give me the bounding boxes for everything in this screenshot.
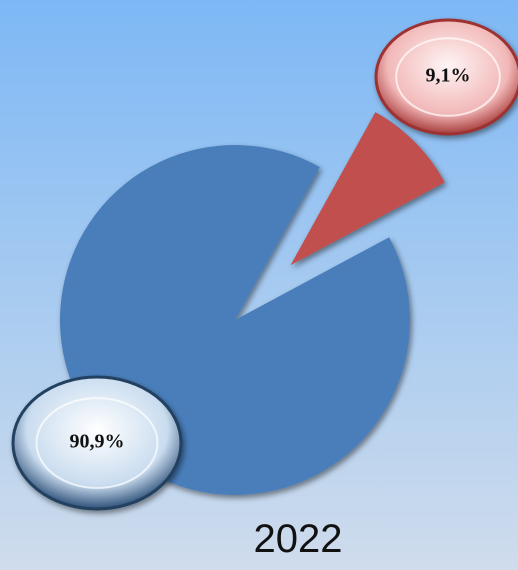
- label-bubble-inner: [35, 397, 159, 489]
- chart-title: 2022: [254, 517, 343, 561]
- pie-slice: [290, 112, 445, 266]
- data-label: 90,9%: [70, 431, 125, 453]
- data-label: 9,1%: [426, 65, 471, 87]
- label-bubble-inner: [395, 37, 501, 117]
